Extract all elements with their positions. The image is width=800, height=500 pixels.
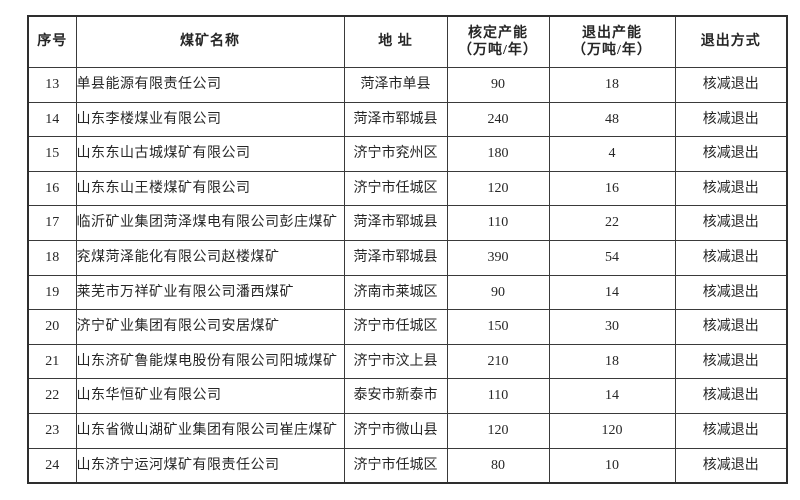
header-exit-capacity: 退出产能 （万吨/年） xyxy=(548,15,676,68)
cell-address: 济宁市任城区 xyxy=(343,170,448,207)
header-approved-line1: 核定产能 xyxy=(468,25,528,41)
cell-row-number: 18 xyxy=(27,239,77,276)
cell-address: 泰安市新泰市 xyxy=(343,378,448,414)
table-row: 23 山东省微山湖矿业集团有限公司崔庄煤矿 济宁市微山县 120 120 核减退… xyxy=(27,412,788,449)
cell-address: 济宁市汶上县 xyxy=(343,343,448,380)
cell-approved-capacity: 210 xyxy=(446,343,550,380)
cell-exit-capacity: 30 xyxy=(548,309,676,345)
cell-exit-method: 核减退出 xyxy=(674,67,788,103)
table-row: 15 山东东山古城煤矿有限公司 济宁市兖州区 180 4 核减退出 xyxy=(27,136,788,172)
cell-exit-method: 核减退出 xyxy=(674,447,788,484)
cell-mine-name: 济宁矿业集团有限公司安居煤矿 xyxy=(75,309,345,345)
cell-row-number: 20 xyxy=(27,309,77,345)
cell-exit-capacity: 14 xyxy=(548,378,676,414)
table-row: 19 莱芜市万祥矿业有限公司潘西煤矿 济南市莱城区 90 14 核减退出 xyxy=(27,274,788,311)
cell-exit-capacity: 18 xyxy=(548,343,676,380)
cell-exit-capacity: 18 xyxy=(548,67,676,103)
cell-exit-capacity: 54 xyxy=(548,239,676,276)
cell-approved-capacity: 390 xyxy=(446,239,550,276)
cell-mine-name: 单县能源有限责任公司 xyxy=(75,67,345,103)
header-no: 序号 xyxy=(27,15,77,68)
cell-row-number: 23 xyxy=(27,412,77,449)
cell-exit-method: 核减退出 xyxy=(674,309,788,345)
table-row: 16 山东东山王楼煤矿有限公司 济宁市任城区 120 16 核减退出 xyxy=(27,170,788,207)
cell-exit-method: 核减退出 xyxy=(674,205,788,241)
header-exit-line2: （万吨/年） xyxy=(572,43,652,58)
cell-exit-method: 核减退出 xyxy=(674,239,788,276)
cell-exit-method: 核减退出 xyxy=(674,101,788,138)
cell-row-number: 16 xyxy=(27,170,77,207)
cell-address: 济宁市微山县 xyxy=(343,412,448,449)
cell-mine-name: 山东济宁运河煤矿有限责任公司 xyxy=(75,447,345,484)
cell-address: 济宁市任城区 xyxy=(343,447,448,484)
cell-address: 济宁市任城区 xyxy=(343,309,448,345)
cell-address: 菏泽市郓城县 xyxy=(343,205,448,241)
cell-approved-capacity: 90 xyxy=(446,274,550,311)
cell-row-number: 22 xyxy=(27,378,77,414)
cell-row-number: 24 xyxy=(27,447,77,484)
table-body: 13 单县能源有限责任公司 菏泽市单县 90 18 核减退出 14 山东李楼煤业… xyxy=(27,67,788,484)
cell-approved-capacity: 80 xyxy=(446,447,550,484)
cell-row-number: 15 xyxy=(27,136,77,172)
table-row: 14 山东李楼煤业有限公司 菏泽市郓城县 240 48 核减退出 xyxy=(27,101,788,138)
table-row: 20 济宁矿业集团有限公司安居煤矿 济宁市任城区 150 30 核减退出 xyxy=(27,309,788,345)
cell-exit-capacity: 120 xyxy=(548,412,676,449)
cell-exit-capacity: 14 xyxy=(548,274,676,311)
cell-mine-name: 兖煤菏泽能化有限公司赵楼煤矿 xyxy=(75,239,345,276)
cell-address: 菏泽市单县 xyxy=(343,67,448,103)
cell-exit-method: 核减退出 xyxy=(674,274,788,311)
cell-mine-name: 山东华恒矿业有限公司 xyxy=(75,378,345,414)
cell-address: 济宁市兖州区 xyxy=(343,136,448,172)
cell-approved-capacity: 150 xyxy=(446,309,550,345)
cell-row-number: 19 xyxy=(27,274,77,311)
table-row: 21 山东济矿鲁能煤电股份有限公司阳城煤矿 济宁市汶上县 210 18 核减退出 xyxy=(27,343,788,380)
cell-exit-method: 核减退出 xyxy=(674,343,788,380)
table-header: 序号 煤矿名称 地 址 核定产能 （万吨/年） 退出产能 （万吨/年） 退出方式 xyxy=(27,15,788,68)
cell-exit-method: 核减退出 xyxy=(674,378,788,414)
cell-exit-capacity: 10 xyxy=(548,447,676,484)
cell-exit-method: 核减退出 xyxy=(674,136,788,172)
table-row: 17 临沂矿业集团菏泽煤电有限公司彭庄煤矿 菏泽市郓城县 110 22 核减退出 xyxy=(27,205,788,241)
header-exit-method: 退出方式 xyxy=(674,15,788,68)
cell-approved-capacity: 240 xyxy=(446,101,550,138)
cell-approved-capacity: 180 xyxy=(446,136,550,172)
header-address: 地 址 xyxy=(343,15,448,68)
cell-mine-name: 山东济矿鲁能煤电股份有限公司阳城煤矿 xyxy=(75,343,345,380)
header-exit-line1: 退出产能 xyxy=(582,25,642,41)
cell-mine-name: 山东省微山湖矿业集团有限公司崔庄煤矿 xyxy=(75,412,345,449)
cell-exit-method: 核减退出 xyxy=(674,170,788,207)
coal-mine-capacity-table: 序号 煤矿名称 地 址 核定产能 （万吨/年） 退出产能 （万吨/年） 退出方式… xyxy=(27,15,788,485)
table-row: 22 山东华恒矿业有限公司 泰安市新泰市 110 14 核减退出 xyxy=(27,378,788,414)
cell-mine-name: 山东东山古城煤矿有限公司 xyxy=(75,136,345,172)
cell-row-number: 13 xyxy=(27,67,77,103)
cell-approved-capacity: 110 xyxy=(446,205,550,241)
cell-mine-name: 莱芜市万祥矿业有限公司潘西煤矿 xyxy=(75,274,345,311)
cell-address: 济南市莱城区 xyxy=(343,274,448,311)
cell-mine-name: 山东东山王楼煤矿有限公司 xyxy=(75,170,345,207)
header-approved-line2: （万吨/年） xyxy=(458,43,538,58)
cell-mine-name: 临沂矿业集团菏泽煤电有限公司彭庄煤矿 xyxy=(75,205,345,241)
cell-row-number: 21 xyxy=(27,343,77,380)
cell-exit-method: 核减退出 xyxy=(674,412,788,449)
cell-row-number: 14 xyxy=(27,101,77,138)
table-row: 24 山东济宁运河煤矿有限责任公司 济宁市任城区 80 10 核减退出 xyxy=(27,447,788,484)
cell-approved-capacity: 120 xyxy=(446,170,550,207)
cell-mine-name: 山东李楼煤业有限公司 xyxy=(75,101,345,138)
cell-approved-capacity: 120 xyxy=(446,412,550,449)
header-mine-name: 煤矿名称 xyxy=(75,15,345,68)
cell-exit-capacity: 16 xyxy=(548,170,676,207)
cell-approved-capacity: 90 xyxy=(446,67,550,103)
table-row: 18 兖煤菏泽能化有限公司赵楼煤矿 菏泽市郓城县 390 54 核减退出 xyxy=(27,239,788,276)
cell-address: 菏泽市郓城县 xyxy=(343,239,448,276)
cell-approved-capacity: 110 xyxy=(446,378,550,414)
cell-row-number: 17 xyxy=(27,205,77,241)
cell-exit-capacity: 22 xyxy=(548,205,676,241)
cell-exit-capacity: 48 xyxy=(548,101,676,138)
table-row: 13 单县能源有限责任公司 菏泽市单县 90 18 核减退出 xyxy=(27,67,788,103)
header-approved-capacity: 核定产能 （万吨/年） xyxy=(446,15,550,68)
cell-address: 菏泽市郓城县 xyxy=(343,101,448,138)
cell-exit-capacity: 4 xyxy=(548,136,676,172)
header-row: 序号 煤矿名称 地 址 核定产能 （万吨/年） 退出产能 （万吨/年） 退出方式 xyxy=(27,15,788,68)
